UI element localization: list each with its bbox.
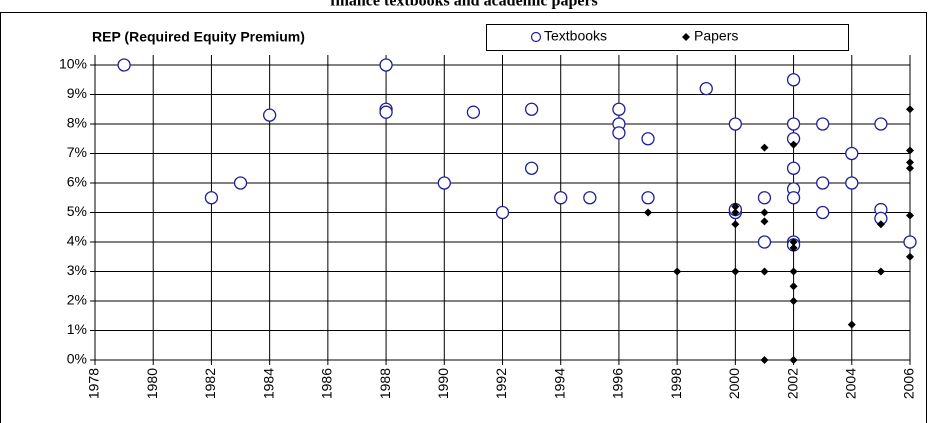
- y-tick-label: 4%: [67, 233, 87, 249]
- x-tick-label: 1980: [144, 368, 160, 399]
- point: [233, 176, 248, 190]
- point: [789, 267, 798, 276]
- point: [728, 117, 743, 131]
- point: [760, 208, 769, 217]
- point: [816, 205, 830, 220]
- point: [554, 191, 568, 205]
- y-tick-label: 7%: [67, 144, 87, 160]
- point: [204, 191, 219, 205]
- x-tick-label: 1996: [610, 368, 626, 399]
- point: [789, 140, 798, 149]
- legend-label: Textbooks: [544, 28, 607, 44]
- point: [845, 146, 859, 161]
- point: [876, 220, 885, 229]
- y-tick-label: 8%: [67, 115, 87, 131]
- point: [117, 58, 131, 72]
- x-tick-label: 1982: [202, 368, 218, 399]
- point: [466, 105, 481, 119]
- point: [731, 202, 740, 211]
- point: [906, 105, 914, 114]
- y-tick-label: 5%: [67, 203, 87, 219]
- point: [760, 143, 769, 152]
- point: [906, 158, 914, 167]
- point: [760, 267, 769, 276]
- point: [583, 191, 597, 205]
- point: [876, 267, 885, 276]
- point: [874, 117, 888, 131]
- legend-marker: [682, 33, 690, 41]
- point: [612, 102, 626, 116]
- point: [379, 105, 393, 119]
- x-tick-label: 1994: [551, 368, 567, 399]
- point: [757, 191, 772, 205]
- y-tick-label: 9%: [67, 85, 87, 101]
- x-tick-label: 1978: [86, 368, 102, 399]
- y-tick-label: 1%: [67, 321, 87, 337]
- y-tick-label: 0%: [67, 351, 87, 367]
- point: [789, 238, 798, 246]
- x-tick-label: 2000: [726, 368, 742, 399]
- x-tick-label: 2002: [784, 368, 800, 399]
- point: [816, 176, 830, 190]
- point: [786, 161, 801, 175]
- point: [906, 211, 914, 220]
- point: [731, 208, 740, 217]
- y-tick-label: 10%: [59, 56, 87, 72]
- x-tick-label: 1984: [260, 368, 276, 399]
- point: [524, 102, 539, 116]
- chart-frame: [0, 12, 927, 423]
- x-tick-label: 1988: [377, 368, 393, 399]
- point: [437, 176, 451, 190]
- point: [612, 126, 626, 140]
- point: [845, 176, 859, 190]
- point: [757, 235, 772, 249]
- x-tick-label: 2004: [842, 368, 858, 399]
- legend-label: Papers: [694, 28, 738, 44]
- point: [789, 282, 798, 291]
- point: [673, 267, 682, 276]
- point: [641, 191, 655, 205]
- y-tick-label: 6%: [67, 174, 87, 190]
- point: [495, 205, 510, 220]
- point: [262, 108, 277, 122]
- chart-title: finance textbooks and academic papers: [330, 0, 598, 10]
- x-tick-label: 1990: [435, 368, 451, 399]
- point: [760, 217, 769, 226]
- point: [847, 320, 856, 329]
- point: [699, 81, 713, 96]
- point: [789, 297, 798, 305]
- point: [906, 164, 914, 173]
- point: [731, 267, 740, 276]
- point: [903, 235, 917, 249]
- legend-marker: [530, 31, 542, 43]
- point: [789, 356, 798, 364]
- x-tick-label: 1986: [319, 368, 335, 399]
- point: [644, 208, 653, 217]
- x-tick-label: 1998: [668, 368, 684, 399]
- point: [906, 252, 914, 261]
- point: [786, 191, 801, 205]
- point: [524, 161, 539, 175]
- legend: [486, 24, 849, 51]
- point: [786, 117, 801, 131]
- point: [731, 220, 740, 229]
- point: [786, 73, 801, 87]
- point: [760, 356, 769, 364]
- y-axis-title: REP (Required Equity Premium): [92, 29, 305, 45]
- y-tick-label: 3%: [67, 262, 87, 278]
- x-tick-label: 2006: [901, 368, 917, 399]
- point: [789, 243, 798, 252]
- point: [816, 117, 830, 131]
- point: [641, 132, 655, 146]
- point: [906, 146, 914, 155]
- x-tick-label: 1992: [493, 368, 509, 399]
- point: [379, 58, 393, 72]
- y-tick-label: 2%: [67, 292, 87, 308]
